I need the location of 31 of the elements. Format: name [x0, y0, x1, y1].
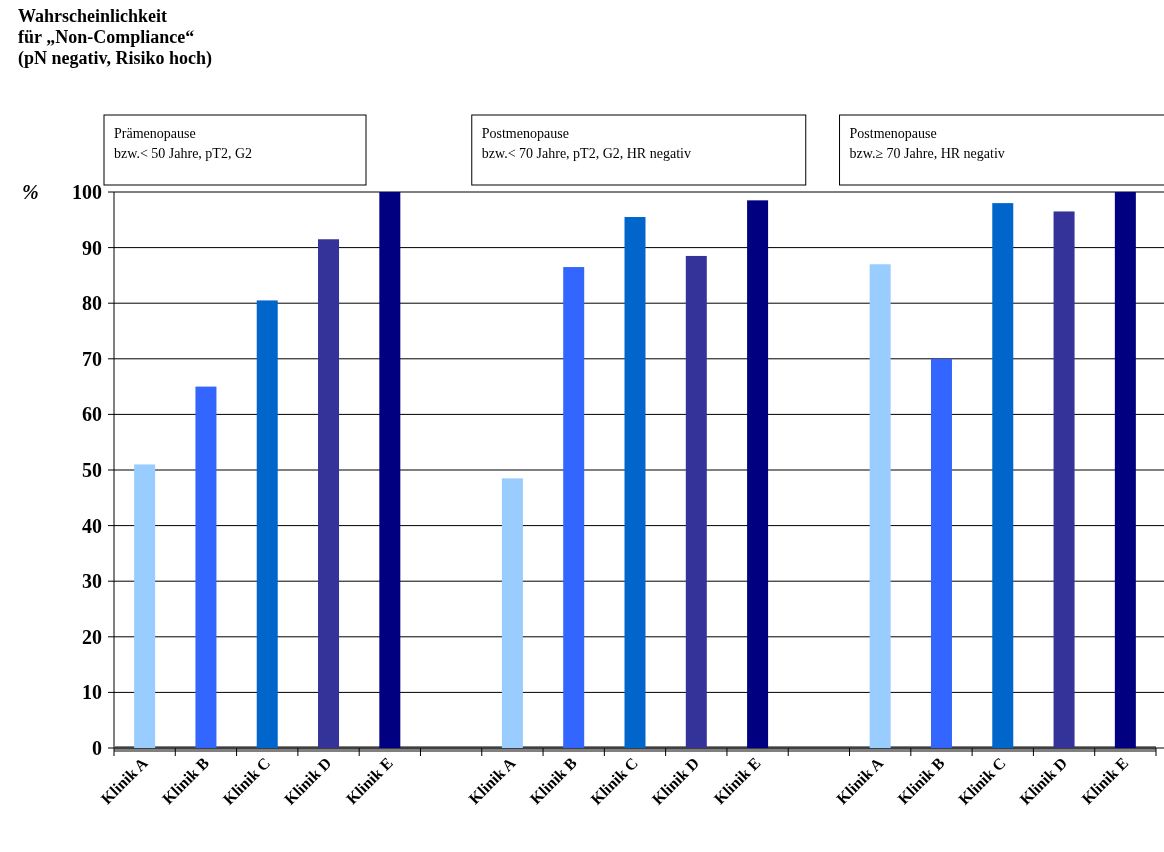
bar: [501, 478, 523, 748]
y-tick-label: 90: [82, 236, 102, 259]
bar: [563, 267, 585, 748]
y-tick-label: 30: [82, 570, 102, 593]
y-tick-label: 50: [82, 459, 102, 481]
y-tick-label: 60: [82, 403, 102, 426]
y-tick-label: 40: [82, 514, 102, 537]
bar: [195, 386, 217, 748]
bar: [256, 300, 278, 748]
bar: [318, 239, 340, 748]
bar: [1053, 211, 1075, 748]
text: Postmenopause bzw.≥ 70 Jahre, HR negativ: [849, 126, 1005, 161]
y-tick-label: 70: [82, 347, 102, 370]
y-tick-label: 20: [82, 625, 102, 648]
bar: [134, 464, 156, 748]
text: Postmenopause bzw.< 70 Jahre, pT2, G2, HR negativ: [481, 126, 691, 161]
y-tick-label: 0: [92, 737, 102, 759]
bar: [624, 217, 646, 748]
y-axis-title: %: [22, 181, 39, 203]
bar: [685, 255, 707, 748]
bar: [869, 264, 891, 748]
y-tick-label: 10: [82, 681, 102, 704]
bar: [379, 192, 401, 748]
bar: [1114, 192, 1136, 748]
y-tick-label: 80: [82, 292, 102, 315]
bar: [992, 203, 1014, 748]
chart-title: Wahrscheinlichkeit für „Non-Compliance“ (pN negativ, Risiko hoch): [18, 6, 213, 69]
bar: [930, 358, 952, 748]
y-tick-label: 100: [72, 181, 102, 203]
bar: [747, 200, 769, 748]
text: Prämenopause bzw.< 50 Jahre, pT2, G2: [114, 126, 253, 161]
